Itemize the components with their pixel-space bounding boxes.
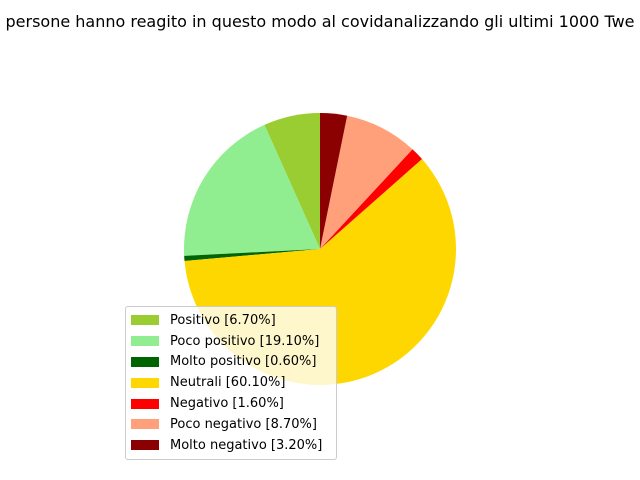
- pie-slice-6: [320, 113, 348, 249]
- legend-swatch: [131, 377, 159, 388]
- legend-swatch: [131, 356, 159, 367]
- pie-slice-4: [320, 149, 423, 249]
- legend-item: Neutrali [60.10%]: [126, 372, 336, 393]
- legend-swatch: [131, 315, 159, 326]
- legend-label: Positivo [6.70%]: [170, 312, 276, 328]
- legend-item: Molto positivo [0.60%]: [126, 352, 336, 373]
- pie-slice-5: [320, 115, 413, 250]
- legend-item: Positivo [6.70%]: [126, 310, 336, 331]
- pie-slice-0: [264, 113, 320, 249]
- legend-label: Negativo [1.60%]: [170, 396, 284, 412]
- legend-swatch: [131, 398, 159, 409]
- legend-swatch: [131, 419, 159, 430]
- legend-label: Molto negativo [3.20%]: [170, 437, 323, 453]
- legend-label: Neutrali [60.10%]: [170, 375, 286, 391]
- legend-label: Poco negativo [8.70%]: [170, 416, 317, 432]
- legend-swatch: [131, 440, 159, 451]
- legend-item: Molto negativo [3.20%]: [126, 435, 336, 456]
- legend-item: Negativo [1.60%]: [126, 393, 336, 414]
- legend-swatch: [131, 336, 159, 347]
- chart-legend: Positivo [6.70%] Poco positivo [19.10%] Mo…: [125, 306, 337, 460]
- legend-item: Poco positivo [19.10%]: [126, 331, 336, 352]
- chart-title: persone hanno reagito in questo modo al …: [5, 12, 634, 31]
- legend-label: Poco positivo [19.10%]: [170, 333, 320, 349]
- legend-label: Molto positivo [0.60%]: [170, 354, 317, 370]
- pie-slice-2: [184, 249, 320, 261]
- legend-item: Poco negativo [8.70%]: [126, 414, 336, 435]
- pie-slice-1: [183, 124, 320, 256]
